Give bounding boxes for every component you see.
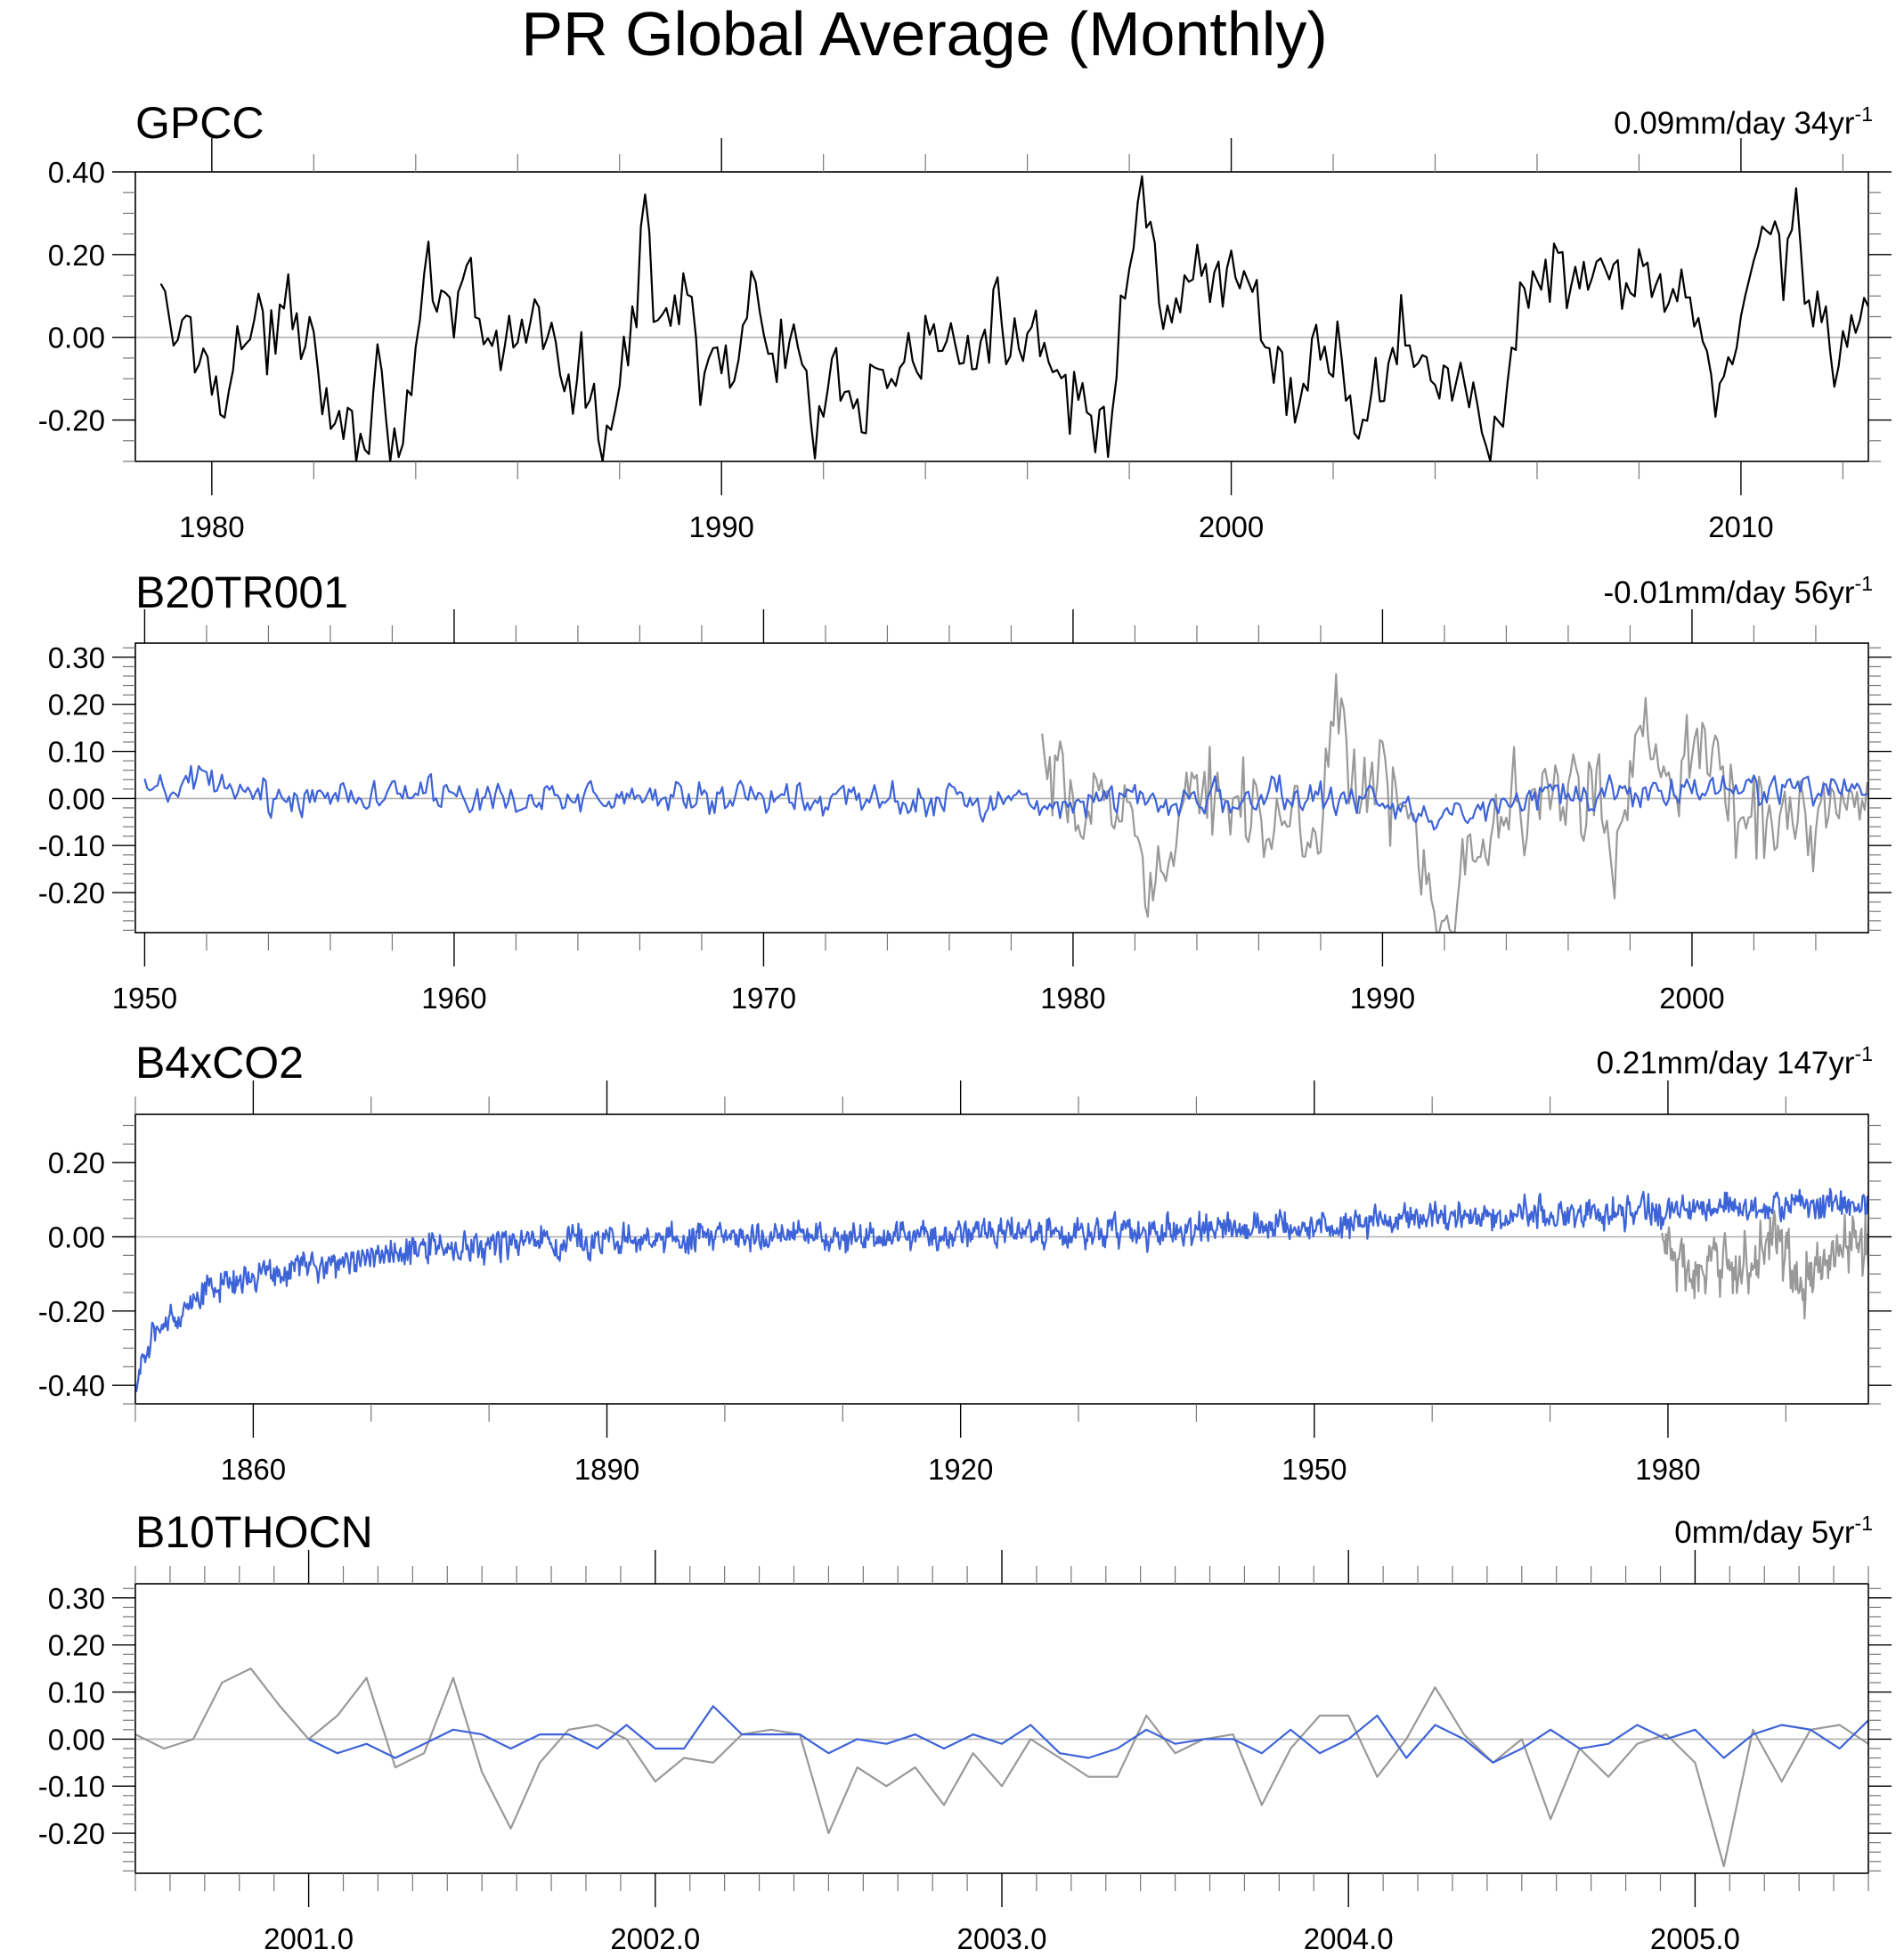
- x-tick-label: 2004.0: [1304, 1922, 1394, 1955]
- y-tick-label: 0.20: [48, 1146, 105, 1179]
- y-tick-label: -0.20: [38, 877, 105, 909]
- x-tick-label: 1980: [179, 510, 244, 543]
- y-tick-label: 0.10: [48, 1676, 105, 1709]
- plot-frame: [134, 1113, 1869, 1405]
- panel-b20tr001: B20TR001 -0.01mm/day 56yr-1 -0.20 -0.10 0.…: [38, 567, 1892, 1015]
- x-tick-label: 1960: [421, 982, 486, 1015]
- panel-title: B10THOCN: [135, 1507, 373, 1557]
- x-tick-label: 1990: [1350, 982, 1415, 1015]
- plot-frame: [134, 642, 1869, 934]
- x-tick-label: 2010: [1708, 510, 1773, 543]
- series-line: [308, 1705, 1868, 1764]
- y-tick-label: -0.10: [38, 1770, 105, 1803]
- panel-title: B20TR001: [135, 567, 348, 617]
- x-tick-label: 1990: [688, 510, 753, 543]
- x-tick-label: 1950: [112, 982, 177, 1015]
- y-tick-label: 0.00: [48, 1723, 105, 1756]
- panel-gpcc: GPCC 0.09mm/day 34yr-1 -0.20 0.00 0.20 0.40…: [38, 98, 1892, 543]
- y-tick-label: 0.10: [48, 736, 105, 769]
- x-tick-label: 1970: [731, 982, 796, 1015]
- y-tick-label: 0.00: [48, 1221, 105, 1254]
- y-tick-label: -0.20: [38, 1295, 105, 1328]
- x-tick-label: 1860: [221, 1453, 286, 1486]
- series-line: [143, 764, 1868, 831]
- x-tick-label: 2003.0: [957, 1922, 1047, 1955]
- plot-frame: [134, 1583, 1869, 1874]
- trend-label: 0mm/day 5yr-1: [1674, 1512, 1873, 1550]
- y-tick-label: 0.00: [48, 322, 105, 355]
- y-tick-label: 0.00: [48, 782, 105, 815]
- panel-b10thocn: B10THOCN 0mm/day 5yr-1 -0.20 -0.10 0.00 0.1…: [38, 1507, 1892, 1955]
- y-tick-label: -0.40: [38, 1369, 105, 1402]
- x-tick-label: 1920: [928, 1453, 993, 1486]
- x-tick-label: 1950: [1282, 1453, 1347, 1486]
- x-tick-label: 2000: [1199, 510, 1264, 543]
- x-tick-label: 2000: [1659, 982, 1724, 1015]
- y-tick-label: -0.20: [38, 1817, 105, 1850]
- y-tick-label: 0.20: [48, 689, 105, 722]
- x-tick-label: 1890: [574, 1453, 639, 1486]
- x-tick-label: 2001.0: [264, 1922, 354, 1955]
- trend-label: 0.09mm/day 34yr-1: [1614, 102, 1873, 141]
- y-tick-label: 0.30: [48, 641, 105, 674]
- x-tick-label: 2005.0: [1650, 1922, 1740, 1955]
- series-line: [159, 175, 1868, 461]
- y-tick-label: 0.20: [48, 239, 105, 272]
- panel-b4xco2: B4xCO2 0.21mm/day 147yr-1 -0.40 -0.20 0.00…: [38, 1038, 1892, 1486]
- y-tick-label: -0.10: [38, 829, 105, 862]
- panel-title: B4xCO2: [135, 1038, 304, 1088]
- series-line: [135, 1187, 1868, 1392]
- panel-title: GPCC: [135, 98, 264, 148]
- y-tick-label: -0.20: [38, 404, 105, 437]
- y-tick-label: 0.20: [48, 1629, 105, 1662]
- x-tick-label: 1980: [1040, 982, 1105, 1015]
- x-tick-label: 1980: [1635, 1453, 1700, 1486]
- series-line: [135, 1668, 1868, 1868]
- x-tick-label: 2002.0: [610, 1922, 700, 1955]
- trend-label: -0.01mm/day 56yr-1: [1603, 572, 1873, 610]
- figure-title: PR Global Average (Monthly): [521, 0, 1327, 69]
- y-tick-label: 0.30: [48, 1582, 105, 1615]
- y-tick-label: 0.40: [48, 156, 105, 189]
- trend-label: 0.21mm/day 147yr-1: [1597, 1042, 1873, 1080]
- series-line: [1661, 1210, 1868, 1320]
